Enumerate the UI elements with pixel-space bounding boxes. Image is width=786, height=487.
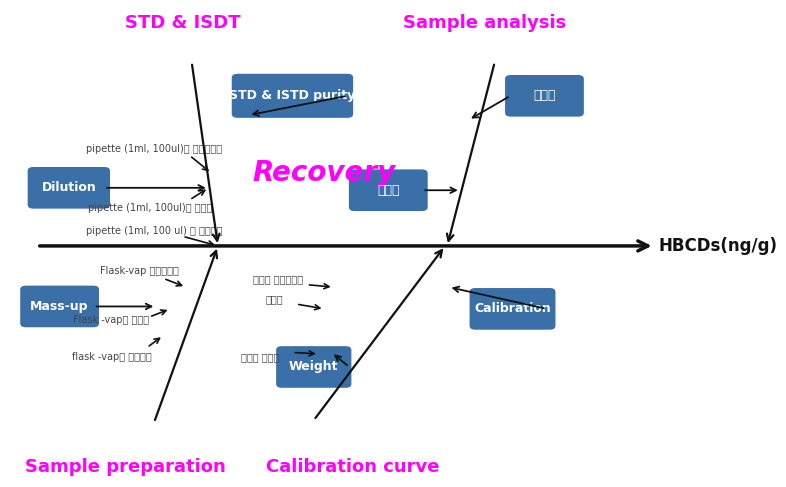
Text: Calibration curve: Calibration curve: [266, 458, 439, 476]
Text: Recovery: Recovery: [253, 159, 396, 187]
Text: HBCDs(ng/g): HBCDs(ng/g): [658, 237, 777, 255]
Text: pipette (1ml, 100 ul) 의 온도교정: pipette (1ml, 100 ul) 의 온도교정: [86, 226, 222, 236]
Text: flask -vap의 온도교정: flask -vap의 온도교정: [72, 353, 151, 362]
Text: 반복성: 반복성: [533, 89, 556, 102]
FancyBboxPatch shape: [28, 167, 110, 208]
Text: 분해능: 분해능: [266, 294, 284, 304]
Text: pipette (1ml, 100ul)의 교정성적서: pipette (1ml, 100ul)의 교정성적서: [86, 144, 222, 154]
Text: Flask -vap의 안정성: Flask -vap의 안정성: [73, 315, 149, 325]
FancyBboxPatch shape: [232, 74, 353, 118]
FancyBboxPatch shape: [505, 75, 584, 116]
Text: Flask-vap 교정성적서: Flask-vap 교정성적서: [101, 266, 179, 277]
FancyBboxPatch shape: [276, 346, 351, 388]
FancyBboxPatch shape: [469, 288, 556, 330]
Text: Sample preparation: Sample preparation: [25, 458, 226, 476]
FancyBboxPatch shape: [349, 169, 428, 211]
Text: Calibration: Calibration: [474, 302, 551, 316]
Text: 저울의 안정성: 저울의 안정성: [241, 353, 280, 362]
Text: STD & ISDT: STD & ISDT: [125, 14, 241, 32]
Text: Sample analysis: Sample analysis: [402, 14, 566, 32]
FancyBboxPatch shape: [20, 286, 99, 327]
Text: Weight: Weight: [289, 360, 339, 374]
Text: Mass-up: Mass-up: [31, 300, 89, 313]
Text: STD & ISTD purity: STD & ISTD purity: [230, 89, 355, 102]
Text: 반복성: 반복성: [377, 184, 399, 197]
Text: Dilution: Dilution: [42, 181, 96, 194]
Text: pipette (1ml, 100ul)의 안정성: pipette (1ml, 100ul)의 안정성: [88, 203, 213, 213]
Text: 저울의 교정성적서: 저울의 교정성적서: [253, 275, 303, 285]
